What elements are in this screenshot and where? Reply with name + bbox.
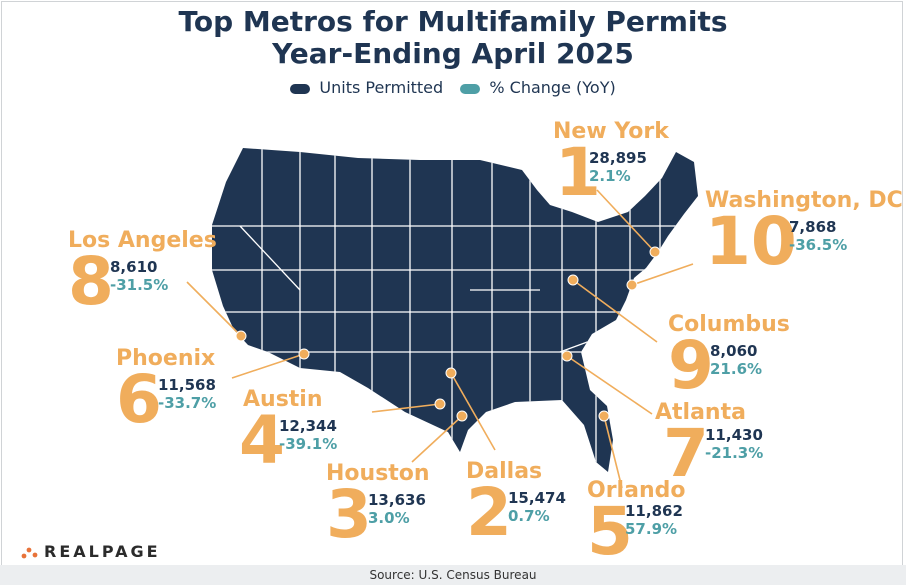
metro-rank: 10 <box>705 203 797 280</box>
leader-los-angeles <box>186 281 242 337</box>
metro-units: 11,568 <box>158 376 216 394</box>
metro-name: Austin <box>243 387 323 412</box>
logo-text: REALPAGE <box>44 542 161 561</box>
leader-columbus <box>572 279 658 343</box>
metro-rank: 7 <box>663 415 709 492</box>
metro-change: 2.1% <box>589 167 631 185</box>
chart-subtitle: Year-Ending April 2025 <box>272 37 634 70</box>
metro-name: Phoenix <box>116 346 216 371</box>
metro-name: Orlando <box>587 478 686 503</box>
dot-atlanta <box>561 350 573 362</box>
leader-new-york <box>596 189 656 253</box>
metro-rank: 9 <box>668 327 714 404</box>
metro-rank: 1 <box>555 134 601 211</box>
metro-dots <box>235 246 661 422</box>
metro-change: 3.0% <box>368 509 410 527</box>
chart-title: Top Metros for Multifamily Permits <box>178 5 728 38</box>
metro-name: Atlanta <box>655 400 746 425</box>
metro-rank: 6 <box>116 361 162 438</box>
leader-washington <box>631 263 694 286</box>
dot-orlando <box>598 410 610 422</box>
metro-name: New York <box>553 119 669 144</box>
metro-name: Houston <box>326 461 430 486</box>
metro-change: 21.6% <box>710 360 763 378</box>
dot-dallas <box>445 367 457 379</box>
dot-washington <box>626 279 638 291</box>
metro-change: -31.5% <box>110 276 169 294</box>
legend-item-units: Units Permitted <box>290 78 443 97</box>
leader-austin <box>371 403 441 413</box>
metro-change: -33.7% <box>158 394 217 412</box>
legend-label-units: Units Permitted <box>319 78 444 97</box>
metro-units: 8,060 <box>710 342 758 360</box>
metro-units: 8,610 <box>110 258 158 276</box>
dot-columbus <box>567 274 579 286</box>
metro-rank: 4 <box>239 402 285 479</box>
legend-label-change: % Change (YoY) <box>489 78 616 97</box>
metro-change: -39.1% <box>279 435 338 453</box>
leader-lines <box>186 189 694 489</box>
metro-units: 11,862 <box>625 502 683 520</box>
dot-houston <box>456 410 468 422</box>
leader-houston <box>411 415 463 463</box>
legend-swatch-units <box>290 83 311 94</box>
metro-units: 11,430 <box>705 426 763 444</box>
leader-atlanta <box>566 355 653 415</box>
leader-phoenix <box>231 353 305 379</box>
us-landmass <box>212 148 698 472</box>
legend-swatch-change <box>460 83 481 94</box>
metro-name: Los Angeles <box>68 228 217 253</box>
metro-rank: 2 <box>466 474 512 551</box>
metro-rank: 5 <box>587 493 633 570</box>
metro-change: -21.3% <box>705 444 764 462</box>
leader-dallas <box>450 372 496 451</box>
dot-austin <box>434 398 446 410</box>
metro-change: 57.9% <box>625 520 678 538</box>
dot-new-york <box>649 246 661 258</box>
metro-name: Columbus <box>668 312 790 337</box>
metro-change: 0.7% <box>508 507 550 525</box>
legend-item-change: % Change (YoY) <box>460 78 616 97</box>
metro-name: Washington, DC <box>705 188 903 213</box>
dot-los-angeles <box>235 330 247 342</box>
dot-phoenix <box>298 348 310 360</box>
metro-units: 15,474 <box>508 489 566 507</box>
metro-units: 12,344 <box>279 417 337 435</box>
source-text: Source: U.S. Census Bureau <box>369 568 537 582</box>
metro-name: Dallas <box>466 459 543 484</box>
leader-orlando <box>603 415 623 489</box>
metro-rank: 3 <box>326 476 372 553</box>
source-bar <box>0 565 906 585</box>
metro-rank: 8 <box>68 243 114 320</box>
metro-change: -36.5% <box>789 236 848 254</box>
logo-dots-icon <box>21 547 38 559</box>
metro-units: 28,895 <box>589 149 647 167</box>
metro-units: 13,636 <box>368 491 426 509</box>
legend: Units Permitted % Change (YoY) <box>0 78 906 97</box>
metro-units: 7,868 <box>789 218 837 236</box>
